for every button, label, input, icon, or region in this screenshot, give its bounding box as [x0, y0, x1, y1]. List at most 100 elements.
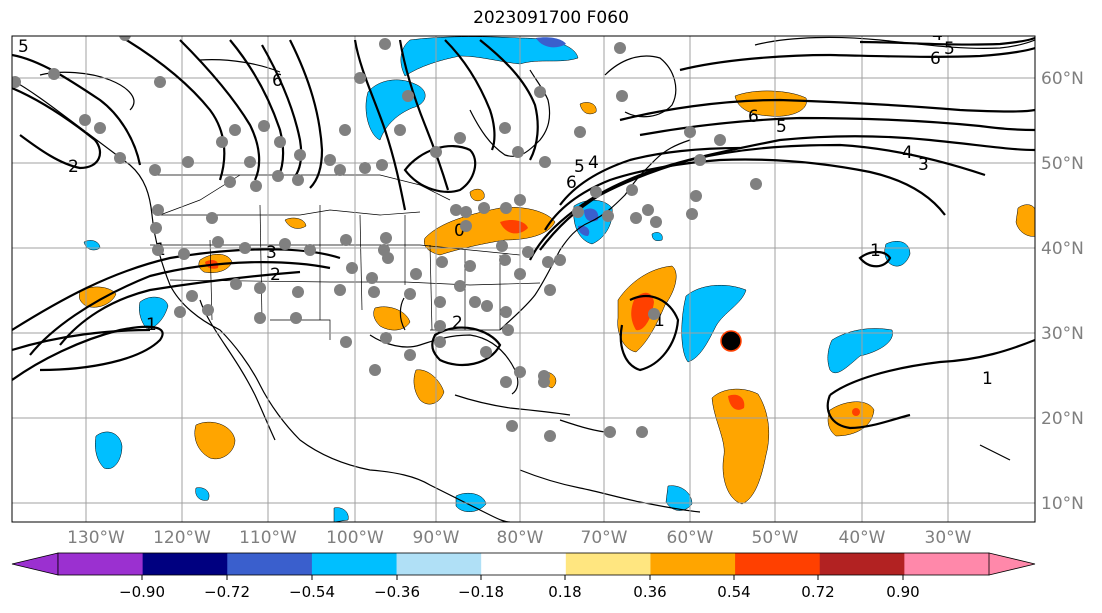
colorbar-min-extension [11, 552, 59, 576]
storm-center-marker [720, 330, 742, 352]
station-dot [481, 300, 493, 312]
station-dot [354, 72, 366, 84]
station-dot [212, 236, 224, 248]
lon-label-110w: 110°W [239, 528, 297, 548]
contour-label: 5 [18, 37, 29, 57]
station-dot [602, 210, 614, 222]
station-dot [202, 304, 214, 316]
station-dot [178, 248, 190, 260]
colorbar-tick-label: −0.36 [374, 583, 420, 601]
contour-label: 6 [748, 107, 759, 127]
station-dot [686, 208, 698, 220]
station-dot [684, 126, 696, 138]
lon-label-100w: 100°W [326, 528, 384, 548]
contour-label: 4 [902, 143, 913, 163]
colorbar-max-extension [988, 552, 1036, 576]
contour-label: 1 [870, 241, 881, 261]
station-dot [239, 242, 251, 254]
station-dot [636, 426, 648, 438]
station-dot [522, 246, 534, 258]
station-dot [274, 136, 286, 148]
station-dot [454, 132, 466, 144]
station-dot [224, 176, 236, 188]
contour-label: 3 [266, 243, 277, 263]
station-dot [79, 114, 91, 126]
station-dot [604, 426, 616, 438]
contour-label: 2 [452, 313, 463, 333]
station-dot [254, 312, 266, 324]
station-dot [590, 186, 602, 198]
colorbar-segment [311, 553, 398, 575]
colorbar-segment [227, 553, 313, 575]
station-dot [378, 244, 390, 256]
station-dot [469, 296, 481, 308]
lon-label-120w: 120°W [153, 528, 211, 548]
station-dot [254, 282, 266, 294]
lon-label-60w: 60°W [667, 528, 714, 548]
station-dot [304, 244, 316, 256]
station-dot [404, 288, 416, 300]
station-markers [12, 36, 762, 442]
colorbar-segment [904, 553, 990, 575]
station-dot [434, 320, 446, 332]
colorbar-tick-label: 0.54 [717, 583, 750, 601]
station-dot [244, 156, 256, 168]
station-dot [346, 262, 358, 274]
colorbar-tick-label: 0.90 [886, 583, 919, 601]
station-dot [460, 220, 472, 232]
contour-label: 4 [932, 25, 943, 45]
station-dot [642, 204, 654, 216]
station-dot [324, 154, 336, 166]
colorbar-segment [819, 553, 905, 575]
station-dot [294, 149, 306, 161]
station-dot [279, 238, 291, 250]
station-dot [630, 212, 642, 224]
station-dot [186, 290, 198, 302]
colorbar-segment [481, 553, 567, 575]
contour-label: 0 [454, 221, 465, 241]
lat-label-20n: 20°N [1041, 409, 1084, 429]
station-dot [506, 420, 518, 432]
station-dot [376, 159, 388, 171]
station-dot [48, 68, 60, 80]
station-dot [404, 349, 416, 361]
station-dot [626, 184, 638, 196]
station-dot [272, 170, 284, 182]
lat-label-50n: 50°N [1041, 154, 1084, 174]
station-dot [366, 272, 378, 284]
station-dot [94, 122, 106, 134]
lon-label-130w: 130°W [67, 528, 125, 548]
station-dot [478, 202, 490, 214]
station-dot [572, 206, 584, 218]
station-dot [380, 232, 392, 244]
contour-label: 5 [944, 39, 955, 59]
station-dot [258, 120, 270, 132]
colorbar-tick-label: 0.18 [548, 583, 581, 601]
lat-label-60n: 60°N [1041, 69, 1084, 89]
station-dot [648, 308, 660, 320]
colorbar-segment [396, 553, 482, 575]
station-dot [554, 254, 566, 266]
station-dot [402, 90, 414, 102]
station-dot [480, 346, 492, 358]
station-dot [694, 154, 706, 166]
latitude-axis: 60°N 50°N 40°N 30°N 20°N 10°N [1041, 69, 1084, 514]
lon-label-70w: 70°W [581, 528, 628, 548]
map-panel [12, 36, 1035, 522]
colorbar-segment [735, 553, 821, 575]
station-dot [750, 178, 762, 190]
contour-label: 2 [68, 157, 79, 177]
contour-label: 1 [146, 315, 157, 335]
station-dot [292, 286, 304, 298]
station-dot [230, 278, 242, 290]
station-dot [182, 156, 194, 168]
contour-label: 2 [270, 265, 281, 285]
lon-label-90w: 90°W [413, 528, 460, 548]
contour-label: 4 [588, 153, 599, 173]
colorbar-segment [565, 553, 651, 575]
station-dot [369, 364, 381, 376]
station-dot [460, 206, 472, 218]
station-dot [544, 430, 556, 442]
colorbar-tick-label: −0.54 [289, 583, 335, 601]
